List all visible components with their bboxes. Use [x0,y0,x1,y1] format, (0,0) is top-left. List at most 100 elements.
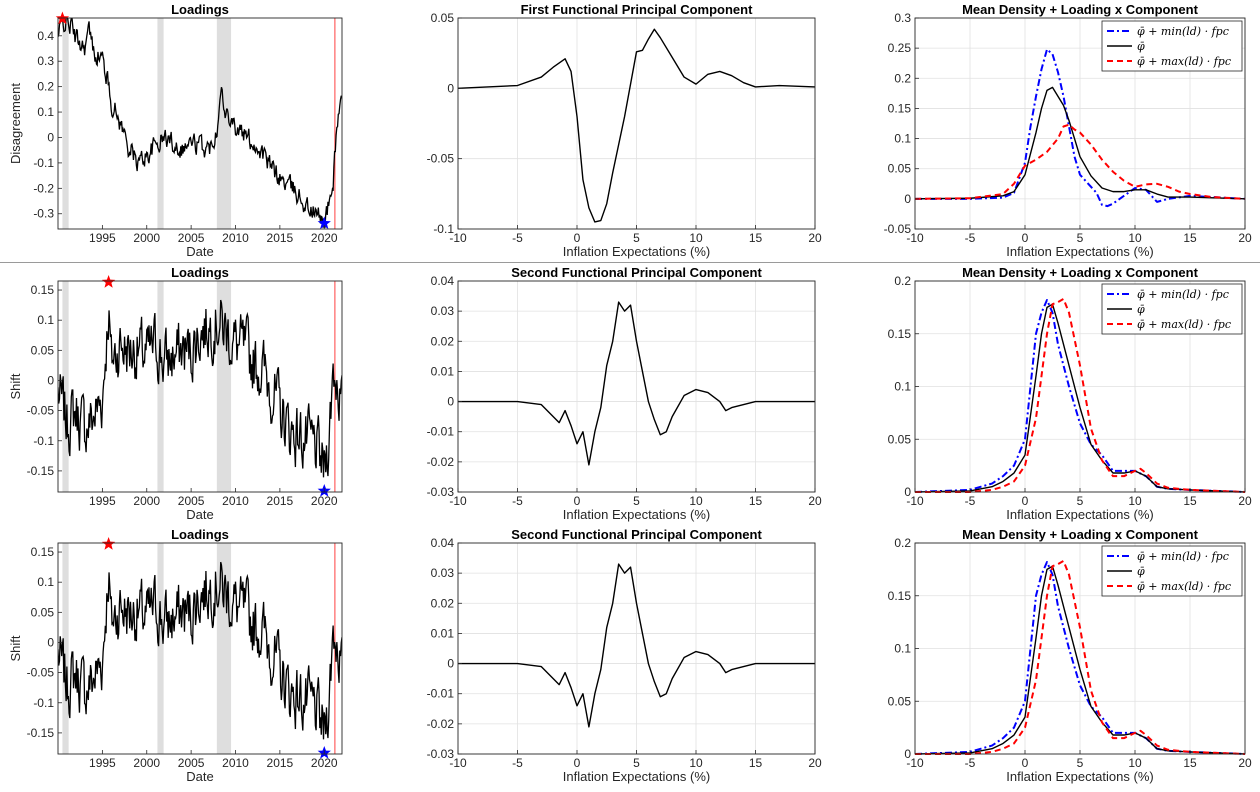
y-tick-label: 0.3 [894,11,911,25]
y-tick-label: -0.05 [27,666,55,680]
legend: φ̄ + min(ld) · fpc φ̄ φ̄ + max(ld) · fpc [1101,283,1243,335]
x-axis-label: Inflation Expectations (%) [1006,507,1153,522]
loadings-series-line [58,561,342,740]
x-tick-label: 5 [1077,494,1084,508]
y-tick-label: 0.2 [37,80,54,94]
x-tick-label: -5 [512,494,523,508]
recession-band [157,543,164,754]
x-tick-label: -10 [449,231,467,245]
x-tick-label: -5 [965,756,976,770]
y-tick-label: 0.05 [431,11,455,25]
density-series-1 [914,565,1246,755]
y-tick-label: 0 [904,485,911,499]
y-tick-label: 0.2 [894,71,911,85]
x-tick-label: 2005 [178,494,205,508]
x-tick-label: 2010 [222,494,249,508]
y-tick-label: -0.05 [27,404,55,418]
x-tick-label: 15 [1183,494,1197,508]
y-tick-label: 0 [447,395,454,409]
y-tick-label: 0.01 [431,626,455,640]
x-tick-label: 2000 [133,231,160,245]
x-tick-label: 20 [1238,231,1252,245]
x-tick-label: 15 [1183,756,1197,770]
x-axis-label: Date [186,507,213,522]
x-tick-label: 2010 [222,231,249,245]
x-tick-label: 2005 [178,756,205,770]
y-tick-label: 0 [447,657,454,671]
y-tick-label: -0.05 [884,222,912,236]
y-tick-label: 0.1 [894,642,911,656]
plot-area [58,281,342,492]
y-tick-label: 0 [904,192,911,206]
x-tick-label: 2015 [267,756,294,770]
x-axis-label: Inflation Expectations (%) [1006,769,1153,784]
y-tick-label: 0.05 [888,162,912,176]
axes-box [57,17,343,230]
y-tick-label: 0.04 [431,536,455,550]
density-series-1 [914,86,1246,200]
panel-title: First Functional Principal Component [521,2,754,17]
legend-label: φ̄ [1137,303,1145,316]
y-tick-label: 0.05 [31,343,55,357]
recession-band [157,18,164,229]
panel-title: Loadings [171,2,229,17]
plot-area [58,543,342,754]
y-axis-label: Shift [8,635,23,661]
x-tick-label: 5 [633,231,640,245]
density-series-2 [915,559,1246,755]
row-separator [0,262,1260,263]
x-tick-label: -10 [906,756,924,770]
x-tick-label: 20 [808,231,822,245]
x-tick-label: 2005 [178,231,205,245]
x-axis-label: Inflation Expectations (%) [563,769,710,784]
y-tick-label: 0 [447,81,454,95]
y-tick-label: 0.03 [431,304,455,318]
y-tick-label: 0.25 [888,41,912,55]
y-tick-label: 0 [47,635,54,649]
y-tick-label: 0.01 [431,364,455,378]
legend-label: φ̄ + max(ld) · fpc [1137,580,1231,593]
component-line [457,28,816,223]
y-tick-label: 0.05 [888,694,912,708]
recession-band [62,281,69,492]
recession-band [62,543,69,754]
y-tick-label: -0.1 [33,696,54,710]
recession-band [62,18,69,229]
recession-band [216,281,232,492]
y-tick-label: 0.02 [431,334,455,348]
x-tick-label: 10 [1128,231,1142,245]
x-tick-label: -5 [965,231,976,245]
y-axis-label: Disagreement [8,83,23,164]
x-tick-label: 2010 [222,756,249,770]
x-tick-label: 5 [1077,756,1084,770]
x-tick-label: -5 [512,756,523,770]
x-tick-label: 10 [689,494,703,508]
x-tick-label: 15 [1183,231,1197,245]
loadings-panel: 1995 2000 2005 2010 2015 2020 -0.15 -0.1 -0.05 0 0… [8,527,343,784]
panel-title: Second Functional Principal Component [511,527,762,542]
x-tick-label: 5 [633,756,640,770]
axes-box [57,542,343,755]
recession-band [216,543,232,754]
y-tick-label: 0.03 [431,566,455,580]
x-tick-label: 1995 [89,231,116,245]
y-tick-label: 0.1 [37,575,54,589]
legend: φ̄ + min(ld) · fpc φ̄ φ̄ + max(ld) · fpc [1101,545,1243,597]
x-tick-label: 15 [749,756,763,770]
y-tick-label: -0.02 [427,717,455,731]
x-tick-label: 15 [749,231,763,245]
legend-label: φ̄ + min(ld) · fpc [1137,550,1229,563]
panel-title: Loadings [171,265,229,280]
component-panel: -10 -5 0 5 10 15 20 -0.03 -0.02 -0.01 0 0.01 0.02 0.0… [427,265,822,522]
density-series-2 [915,297,1246,493]
x-tick-label: -10 [449,756,467,770]
x-tick-label: 1995 [89,756,116,770]
recession-band [157,281,164,492]
legend-label: φ̄ + max(ld) · fpc [1137,55,1231,68]
loadings-series-line [58,18,342,228]
legend-label: φ̄ + min(ld) · fpc [1137,25,1229,38]
legend-label: φ̄ + min(ld) · fpc [1137,288,1229,301]
x-axis-label: Inflation Expectations (%) [1006,244,1153,259]
y-tick-label: 0.1 [37,313,54,327]
